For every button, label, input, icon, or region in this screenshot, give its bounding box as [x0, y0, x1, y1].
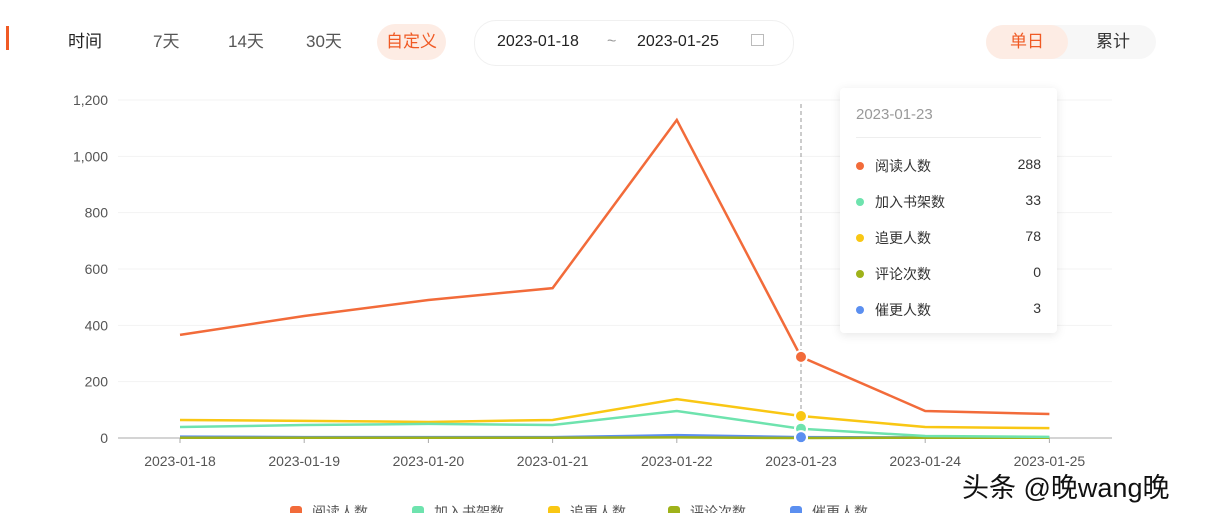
- tooltip-row: 催更人数 3: [856, 300, 1041, 320]
- tooltip-row: 阅读人数 288: [856, 156, 1041, 176]
- mode-cumulative[interactable]: 累计: [1096, 32, 1130, 51]
- x-tick-label: 2023-01-21: [517, 453, 589, 469]
- filter-custom[interactable]: 自定义: [377, 24, 446, 60]
- y-tick-label: 200: [85, 374, 109, 390]
- tooltip-value: 3: [1033, 300, 1041, 316]
- range-separator: ~: [607, 33, 617, 50]
- tooltip-date: 2023-01-23: [856, 106, 933, 123]
- series-line: [179, 409, 1050, 439]
- series-line: [179, 397, 1050, 430]
- x-tick-label: 2023-01-18: [144, 453, 216, 469]
- x-tick-label: 2023-01-19: [268, 453, 340, 469]
- legend-label: 加入书架数: [434, 504, 504, 513]
- start-date[interactable]: 2023-01-18: [497, 33, 579, 50]
- legend-label: 催更人数: [812, 504, 868, 513]
- y-tick-label: 400: [85, 317, 109, 333]
- tooltip-row: 加入书架数 33: [856, 192, 1041, 212]
- legend-label: 追更人数: [570, 504, 626, 513]
- legend-swatch: [412, 506, 424, 513]
- legend-swatch: [548, 506, 560, 513]
- mode-daily[interactable]: 单日: [986, 25, 1068, 59]
- legend-label: 评论次数: [690, 504, 746, 513]
- section-accent: [6, 26, 9, 50]
- x-tick-label: 2023-01-20: [393, 453, 465, 469]
- watermark: 头条 @晚wang晚: [962, 473, 1170, 503]
- filter-30d[interactable]: 30天: [306, 32, 342, 51]
- series-line: [180, 436, 1050, 440]
- filter-14d[interactable]: 14天: [228, 32, 264, 51]
- legend-swatch: [790, 506, 802, 513]
- highlight-point: [794, 409, 808, 424]
- y-tick-label: 1,200: [73, 92, 108, 108]
- y-tick-label: 600: [85, 261, 109, 277]
- filter-label: 时间: [68, 32, 102, 51]
- tooltip-label: 加入书架数: [875, 194, 945, 210]
- series-dot-icon: [856, 198, 864, 206]
- series-dot-icon: [856, 306, 864, 314]
- series-dot-icon: [856, 162, 864, 170]
- y-tick-label: 800: [85, 205, 109, 221]
- tooltip-value: 33: [1025, 192, 1041, 208]
- tooltip-row: 评论次数 0: [856, 264, 1041, 284]
- series-dot-icon: [856, 234, 864, 242]
- x-tick-label: 2023-01-25: [1014, 453, 1086, 469]
- x-tick-label: 2023-01-22: [641, 453, 713, 469]
- tooltip-value: 288: [1017, 156, 1041, 172]
- legend-swatch: [668, 506, 680, 513]
- tooltip-value: 78: [1025, 228, 1041, 244]
- tooltip-value: 0: [1033, 264, 1041, 280]
- mode-toggle[interactable]: 单日 累计: [986, 25, 1156, 59]
- x-tick-label: 2023-01-24: [889, 453, 961, 469]
- legend-swatch: [290, 506, 302, 513]
- end-date[interactable]: 2023-01-25: [637, 33, 719, 50]
- x-tick-label: 2023-01-23: [765, 453, 837, 469]
- series-dot-icon: [856, 270, 864, 278]
- tooltip-label: 催更人数: [875, 302, 931, 318]
- tooltip-label: 追更人数: [875, 230, 931, 246]
- highlight-point: [794, 430, 808, 445]
- y-tick-label: 1,000: [73, 148, 108, 164]
- series-line: [179, 117, 1050, 416]
- date-range-picker[interactable]: 2023-01-18 ~ 2023-01-25: [474, 20, 794, 66]
- highlight-point: [794, 349, 808, 364]
- filter-7d[interactable]: 7天: [153, 32, 180, 51]
- tooltip-label: 评论次数: [875, 266, 931, 282]
- tooltip-row: 追更人数 78: [856, 228, 1041, 248]
- chart-tooltip: 2023-01-23 阅读人数 288 加入书架数 33 追更人数 78 评论次数 0 催更人数…: [840, 88, 1057, 333]
- y-tick-label: 0: [100, 430, 108, 446]
- tooltip-label: 阅读人数: [875, 158, 931, 174]
- calendar-icon[interactable]: [751, 34, 764, 46]
- tooltip-divider: [856, 137, 1041, 138]
- legend-label: 阅读人数: [312, 504, 368, 513]
